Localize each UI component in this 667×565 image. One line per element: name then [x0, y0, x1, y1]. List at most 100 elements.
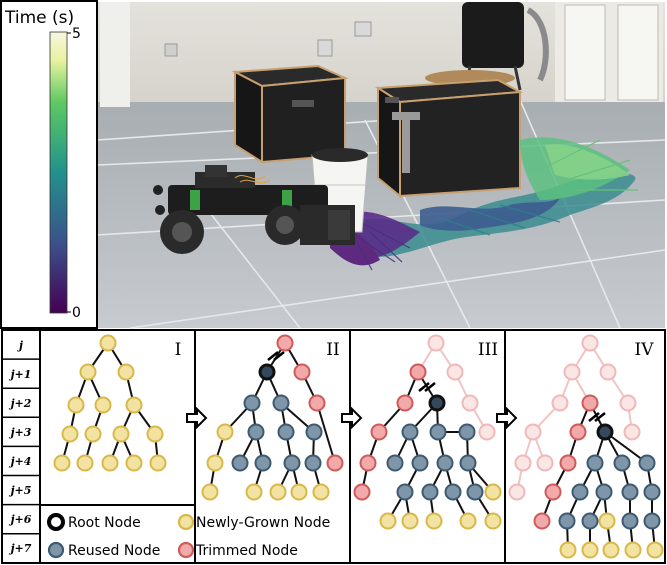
reused-node	[386, 454, 404, 472]
new-node	[379, 512, 397, 530]
trimmed-node	[293, 363, 311, 381]
trimmed-node	[326, 454, 344, 472]
new-node	[602, 541, 620, 559]
legend: Root Node Newly-Grown Node Reused Node T…	[47, 513, 330, 559]
panel-label-I: I	[175, 340, 182, 360]
trimmed-node	[559, 454, 577, 472]
reused-node	[638, 454, 656, 472]
arrow-icon	[186, 406, 208, 430]
door-frame	[564, 4, 606, 101]
reused-node	[421, 483, 439, 501]
arrow-icon	[341, 406, 363, 430]
reused-node	[586, 454, 604, 472]
cut-mark	[588, 412, 600, 422]
faded-node	[446, 363, 464, 381]
reused-node	[643, 512, 661, 530]
faded-node	[514, 454, 532, 472]
legend-new-label: Newly-Grown Node	[196, 515, 330, 531]
reused-node	[254, 454, 272, 472]
row-separators	[2, 358, 40, 535]
root-node	[258, 363, 276, 381]
new-node	[84, 425, 102, 443]
new-node	[484, 483, 502, 501]
reused-node	[643, 483, 661, 501]
reused-node	[459, 454, 477, 472]
colorbar-gradient	[49, 31, 68, 314]
faded-node	[623, 423, 641, 441]
new-node	[146, 425, 164, 443]
cut-mark	[418, 382, 430, 392]
row-label: j+2	[9, 397, 32, 410]
colorbar-title: Time (s)	[4, 8, 74, 28]
reused-node	[272, 394, 290, 412]
new-node	[598, 512, 616, 530]
reused-node	[581, 512, 599, 530]
reused-node	[304, 454, 322, 472]
reused-node	[595, 483, 613, 501]
row-labels: j j+1 j+2 j+3 j+4 j+5 j+6 j+7	[9, 339, 32, 555]
new-node	[101, 454, 119, 472]
reused-node	[231, 454, 249, 472]
reused-node	[396, 483, 414, 501]
black-box-left	[231, 64, 349, 164]
hose	[526, 7, 549, 82]
reused-node	[458, 423, 476, 441]
new-node	[149, 454, 167, 472]
faded-node	[461, 394, 479, 412]
reused-node	[305, 423, 323, 441]
new-node	[559, 541, 577, 559]
new-node	[206, 454, 224, 472]
trimmed-node	[370, 423, 388, 441]
faded-node	[508, 483, 526, 501]
colorbar-panel: Time (s) 5 0	[0, 0, 98, 329]
trimmed-node	[276, 334, 294, 352]
cut-mark	[424, 382, 436, 392]
outlet-3	[164, 43, 178, 57]
trimmed-node	[533, 512, 551, 530]
tree-nodes	[53, 334, 664, 559]
new-node	[201, 483, 219, 501]
new-node	[125, 396, 143, 414]
new-node	[646, 541, 664, 559]
faded-node	[551, 394, 569, 412]
root-node	[428, 394, 446, 412]
reused-node	[558, 512, 576, 530]
new-node	[581, 541, 599, 559]
trimmed-node	[353, 483, 371, 501]
reused-node	[429, 423, 447, 441]
reused-node	[247, 423, 265, 441]
new-node	[290, 483, 308, 501]
faded-node	[563, 363, 581, 381]
row-label: j	[17, 339, 23, 352]
cut-mark	[273, 351, 285, 361]
tree-edge	[316, 402, 336, 464]
legend-frame	[39, 504, 196, 564]
legend-trimmed-label: Trimmed Node	[195, 543, 298, 559]
reused-node	[243, 394, 261, 412]
new-node	[125, 454, 143, 472]
reused-node	[277, 423, 295, 441]
new-node	[53, 454, 71, 472]
new-node	[94, 396, 112, 414]
faded-node	[599, 363, 617, 381]
faded-node	[427, 334, 445, 352]
row-label: j+1	[9, 368, 32, 381]
reused-node	[436, 454, 454, 472]
tree-edge	[604, 431, 648, 464]
row-label: j+4	[9, 455, 32, 468]
reused-node	[283, 454, 301, 472]
reused-node	[411, 454, 429, 472]
row-label: j+6	[9, 513, 32, 526]
new-node	[401, 512, 419, 530]
trimmed-node	[569, 423, 587, 441]
new-node	[61, 425, 79, 443]
legend-reused-label: Reused Node	[68, 543, 160, 559]
root-node	[596, 423, 614, 441]
panel-I-frame	[39, 329, 196, 506]
panel-label-III: III	[478, 340, 498, 360]
new-node	[425, 512, 443, 530]
panel-arrows	[186, 406, 518, 430]
tree-diagram: j j+1 j+2 j+3 j+4 j+5 j+6 j+7 I II III I…	[1, 329, 666, 564]
black-box-right	[374, 78, 524, 199]
